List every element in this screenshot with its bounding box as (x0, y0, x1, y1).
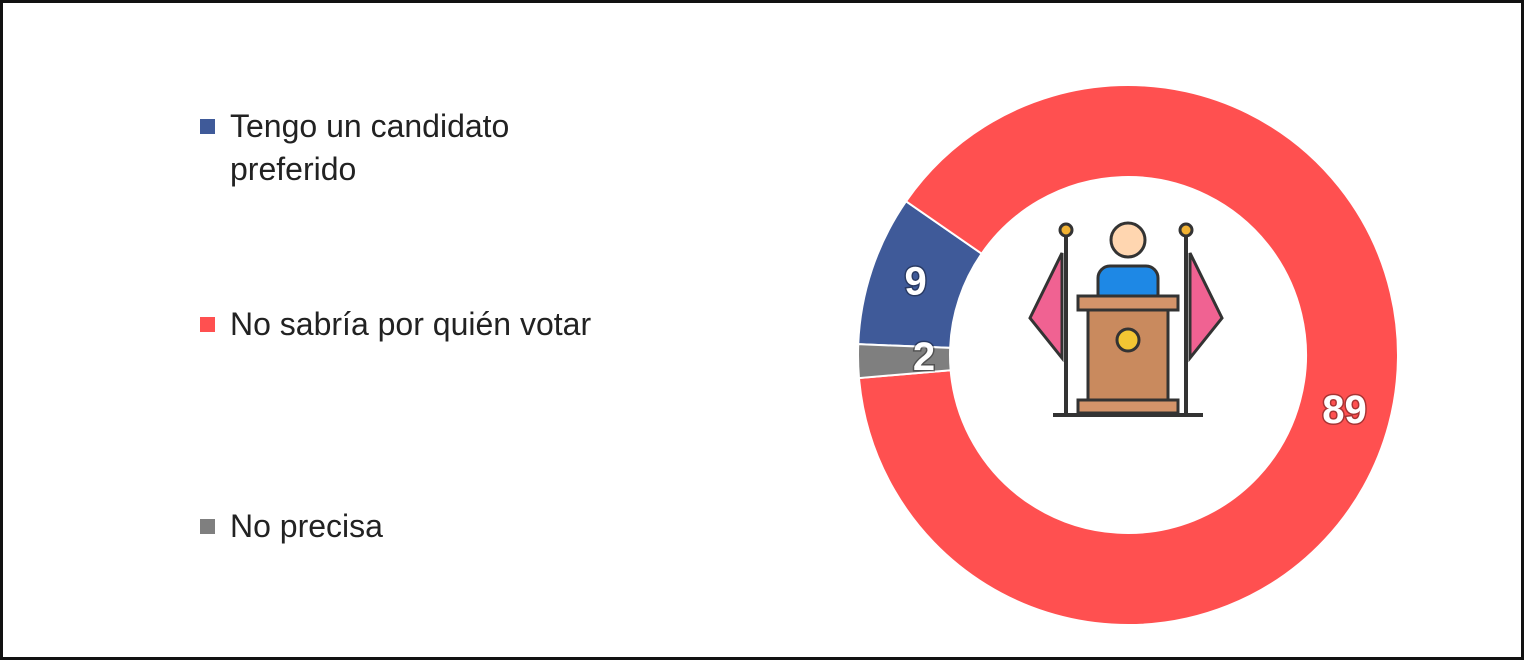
legend-item: No precisa (200, 505, 620, 548)
value-label: 2 (913, 335, 935, 379)
podium-icon (1028, 221, 1224, 417)
legend-item: No sabría por quién votar (200, 303, 620, 346)
value-label: 89 (1322, 388, 1367, 432)
legend-swatch (200, 519, 215, 534)
legend-item: Tengo un candidato preferido (200, 105, 620, 191)
legend-swatch (200, 119, 215, 134)
legend-label: No sabría por quién votar (230, 306, 592, 342)
legend-swatch (200, 317, 215, 332)
legend-label: Tengo un candidato preferido (230, 108, 510, 187)
legend-label: No precisa (230, 508, 383, 544)
donut-segment (857, 343, 952, 380)
donut-segment (857, 84, 1399, 626)
value-label: 9 (904, 259, 926, 303)
